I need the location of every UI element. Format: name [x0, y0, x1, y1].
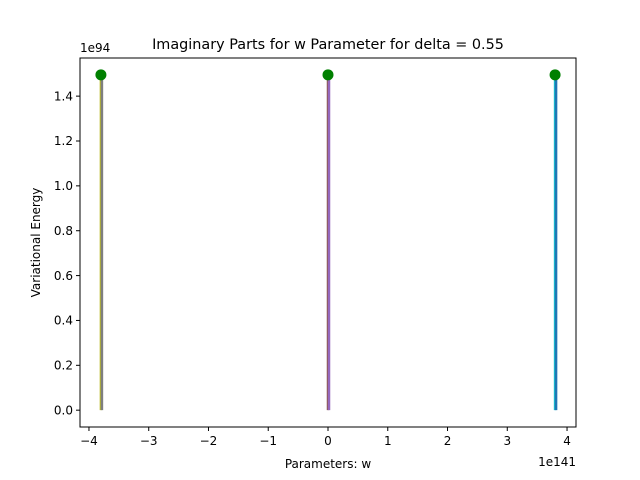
x-tick-label: 4: [563, 434, 571, 448]
y-tick-label: 1.4: [54, 89, 73, 103]
data-point-marker: [322, 69, 334, 81]
y-tick-label: 0.0: [54, 403, 73, 417]
chart-title: Imaginary Parts for w Parameter for delt…: [152, 37, 504, 53]
y-axis-ticks: 0.0 0.2 0.4 0.6 0.8 1.0 1.2 1.4: [54, 89, 80, 417]
y-tick-label: 0.2: [54, 359, 73, 373]
y-axis-offset-label: 1e94: [80, 41, 110, 55]
y-tick-label: 0.4: [54, 314, 73, 328]
series-layer: [99, 74, 558, 411]
y-tick-label: 1.2: [54, 134, 73, 148]
x-tick-label: 2: [444, 434, 452, 448]
y-tick-label: 1.0: [54, 179, 73, 193]
marker-layer: [95, 69, 561, 81]
x-tick-label: −4: [80, 434, 98, 448]
y-tick-label: 0.6: [54, 269, 73, 283]
y-tick-label: 0.8: [54, 224, 73, 238]
y-axis-label: Variational Energy: [29, 188, 43, 298]
x-axis-ticks: −4 −3 −2 −1 0 1 2 3 4: [80, 427, 571, 448]
x-tick-label: 1: [384, 434, 392, 448]
x-axis-offset-label: 1e141: [538, 455, 576, 469]
x-tick-label: −2: [200, 434, 218, 448]
x-tick-label: −1: [259, 434, 277, 448]
x-axis-label: Parameters: w: [285, 457, 372, 471]
x-tick-label: 3: [503, 434, 511, 448]
data-point-marker: [95, 69, 107, 81]
x-tick-label: 0: [324, 434, 332, 448]
x-tick-label: −3: [140, 434, 158, 448]
data-point-marker: [549, 69, 561, 81]
